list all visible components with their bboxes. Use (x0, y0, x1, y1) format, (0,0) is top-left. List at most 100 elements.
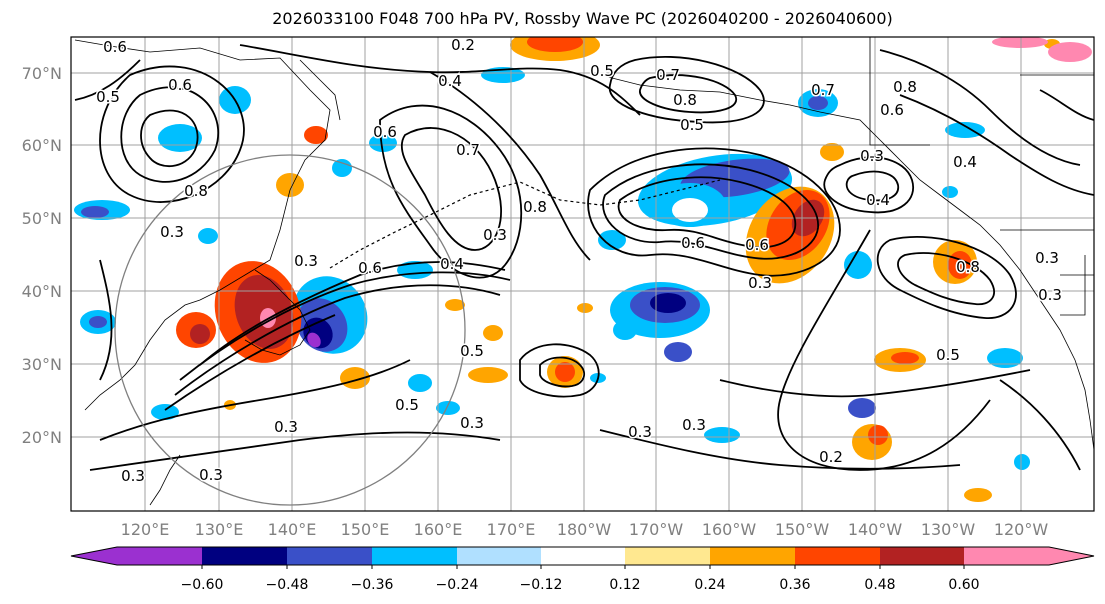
contour-value-label: 0.4 (866, 191, 890, 209)
positive-anomaly-region (891, 352, 919, 364)
longitude-axis: 120°E 130°E 140°E 150°E 160°E 170°E 180°… (121, 520, 1049, 539)
contour-value-label: 0.8 (523, 198, 547, 216)
lat-label: 50°N (22, 209, 62, 228)
colorbar: −0.60 −0.48 −0.36 −0.24 −0.12 0.12 0.24 … (70, 546, 1095, 593)
contour-value-label: 0.3 (1038, 286, 1062, 304)
lat-label: 20°N (22, 428, 62, 447)
positive-anomaly-region (340, 367, 370, 389)
lon-label: 140°W (848, 520, 903, 539)
contour-value-label: 0.4 (440, 255, 464, 273)
pv-shading (74, 37, 1092, 502)
contour-value-label: 0.6 (168, 76, 192, 94)
colorbar-swatch (117, 547, 202, 565)
colorbar-tick-label: −0.12 (520, 577, 563, 593)
dashed-line (329, 179, 721, 269)
contour-value-label: 0.6 (745, 236, 769, 254)
positive-anomaly-region (1048, 42, 1092, 62)
negative-anomaly-region (307, 332, 321, 348)
colorbar-tick-label: 0.60 (948, 577, 979, 593)
lon-label: 120°E (121, 520, 170, 539)
contour-value-label: 0.5 (680, 116, 704, 134)
contour-value-label: 0.8 (956, 258, 980, 276)
colorbar-tick-label: 0.12 (609, 577, 640, 593)
positive-anomaly-region (964, 488, 992, 502)
negative-anomaly-region (89, 316, 107, 328)
colorbar-outline (70, 546, 1095, 566)
contour-value-label: 0.3 (294, 252, 318, 270)
contour-value-label: 0.8 (184, 182, 208, 200)
negative-anomaly-region (987, 348, 1023, 368)
negative-anomaly-region (945, 122, 985, 138)
negative-anomaly-region (1014, 454, 1030, 470)
contour-labels: 0.2 0.6 0.5 0.6 0.4 0.5 0.7 0.8 0.7 0.6 0.5 0.8 0.6 0… (95, 37, 1064, 487)
colorbar-swatch (457, 547, 541, 565)
lon-label: 170°E (487, 520, 536, 539)
lon-label: 150°E (341, 520, 390, 539)
contour-value-label: 0.5 (395, 396, 419, 414)
lat-label: 40°N (22, 282, 62, 301)
lon-label: 180°W (557, 520, 612, 539)
negative-anomaly-region (808, 96, 828, 110)
negative-anomaly-region (332, 159, 352, 177)
negative-anomaly-region (369, 134, 397, 152)
negative-anomaly-region (151, 404, 179, 420)
contour-value-label: 0.6 (880, 101, 904, 119)
colorbar-swatch (287, 547, 372, 565)
contour-value-label: 0.3 (1035, 249, 1059, 267)
lat-label: 30°N (22, 355, 62, 374)
pv-contours (74, 44, 1094, 471)
colorbar-tick-label: 0.48 (864, 577, 895, 593)
contour-value-label: 0.5 (936, 346, 960, 364)
contour-value-label: 0.3 (628, 423, 652, 441)
colorbar-swatch (541, 547, 625, 565)
colorbar-tick-label: −0.48 (266, 577, 309, 593)
latitude-axis: 70°N 60°N 50°N 40°N 30°N 20°N (22, 64, 62, 447)
lon-label: 130°E (195, 520, 244, 539)
negative-anomaly-region (81, 206, 109, 218)
contour-value-label: 0.3 (160, 223, 184, 241)
gap-region (672, 198, 708, 222)
lon-label: 150°W (775, 520, 830, 539)
positive-anomaly-region (577, 303, 593, 313)
positive-anomaly-region (992, 37, 1048, 48)
colorbar-swatch (372, 547, 457, 565)
negative-anomaly-region (704, 427, 740, 443)
colorbar-min-extend (71, 547, 117, 565)
lat-label: 60°N (22, 136, 62, 155)
positive-anomaly-region (820, 143, 844, 161)
contour-value-label: 0.3 (121, 467, 145, 485)
positive-anomaly-region (190, 324, 210, 344)
colorbar-max-extend (1049, 547, 1094, 565)
contour-value-label: 0.6 (681, 234, 705, 252)
colorbar-swatch (710, 547, 795, 565)
colorbar-tick-label: 0.36 (779, 577, 810, 593)
positive-anomaly-region (527, 37, 583, 52)
map-title: 2026033100 F048 700 hPa PV, Rossby Wave … (272, 9, 893, 28)
positive-anomaly-region (483, 325, 503, 341)
contour-value-label: 0.5 (460, 342, 484, 360)
colorbar-tick-label: −0.60 (181, 577, 224, 593)
positive-anomaly-region (276, 173, 304, 197)
contour-value-label: 0.3 (860, 147, 884, 165)
colorbar-swatch (880, 547, 964, 565)
contour-value-label: 0.6 (103, 38, 127, 56)
contour-value-label: 0.7 (656, 66, 680, 84)
lon-label: 160°E (414, 520, 463, 539)
contour-value-label: 0.4 (953, 153, 977, 171)
negative-anomaly-region (942, 186, 958, 198)
contour-value-label: 0.7 (456, 141, 480, 159)
contour-value-label: 0.3 (199, 466, 223, 484)
focus-circle (114, 154, 466, 506)
positive-anomaly-region (868, 425, 888, 445)
colorbar-swatch (795, 547, 880, 565)
positive-anomaly-region (445, 299, 465, 311)
lon-label: 120°W (994, 520, 1049, 539)
contour-value-label: 0.8 (893, 78, 917, 96)
plot-frame (70, 36, 1095, 512)
contour-value-label: 0.3 (682, 416, 706, 434)
contour-value-label: 0.2 (819, 448, 843, 466)
colorbar-tick-label: −0.24 (436, 577, 479, 593)
colorbar-tick-label: −0.36 (351, 577, 394, 593)
lon-label: 160°W (702, 520, 757, 539)
